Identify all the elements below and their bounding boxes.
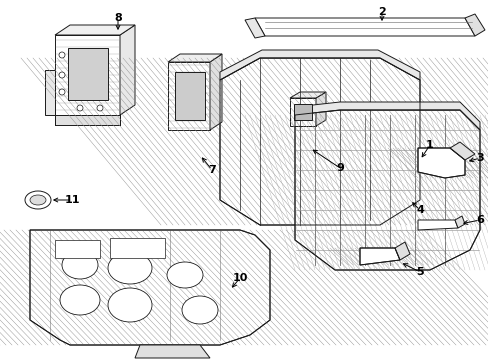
Polygon shape bbox=[417, 148, 464, 178]
Polygon shape bbox=[394, 242, 409, 260]
Polygon shape bbox=[464, 14, 484, 36]
Circle shape bbox=[59, 89, 65, 95]
Text: 2: 2 bbox=[377, 7, 385, 17]
Polygon shape bbox=[55, 25, 135, 35]
Text: 4: 4 bbox=[415, 205, 423, 215]
Polygon shape bbox=[220, 50, 419, 80]
Polygon shape bbox=[110, 238, 164, 258]
Polygon shape bbox=[55, 115, 120, 125]
Polygon shape bbox=[168, 54, 222, 62]
Polygon shape bbox=[220, 58, 419, 225]
Polygon shape bbox=[417, 220, 457, 230]
Polygon shape bbox=[135, 345, 209, 358]
Text: 6: 6 bbox=[475, 215, 483, 225]
Circle shape bbox=[97, 105, 103, 111]
Polygon shape bbox=[289, 92, 325, 98]
Polygon shape bbox=[120, 25, 135, 115]
Text: 5: 5 bbox=[415, 267, 423, 277]
Text: 7: 7 bbox=[208, 165, 215, 175]
Text: 10: 10 bbox=[232, 273, 247, 283]
Circle shape bbox=[77, 105, 83, 111]
Polygon shape bbox=[294, 102, 479, 130]
Polygon shape bbox=[168, 62, 209, 130]
Polygon shape bbox=[175, 72, 204, 120]
Polygon shape bbox=[55, 240, 100, 258]
Text: 8: 8 bbox=[114, 13, 122, 23]
Polygon shape bbox=[68, 48, 108, 100]
Polygon shape bbox=[294, 110, 479, 270]
Polygon shape bbox=[209, 54, 222, 130]
Text: 11: 11 bbox=[64, 195, 80, 205]
Text: 9: 9 bbox=[335, 163, 343, 173]
Ellipse shape bbox=[60, 285, 100, 315]
Ellipse shape bbox=[108, 288, 152, 322]
Ellipse shape bbox=[167, 262, 203, 288]
Polygon shape bbox=[454, 216, 464, 228]
Polygon shape bbox=[293, 104, 311, 120]
Text: 1: 1 bbox=[425, 140, 433, 150]
Circle shape bbox=[59, 72, 65, 78]
Ellipse shape bbox=[108, 252, 152, 284]
Ellipse shape bbox=[182, 296, 218, 324]
Polygon shape bbox=[244, 18, 264, 38]
Polygon shape bbox=[289, 98, 315, 126]
Polygon shape bbox=[30, 230, 269, 345]
Ellipse shape bbox=[62, 251, 98, 279]
Ellipse shape bbox=[25, 191, 51, 209]
Polygon shape bbox=[449, 142, 474, 160]
Polygon shape bbox=[55, 35, 120, 115]
Circle shape bbox=[59, 52, 65, 58]
Polygon shape bbox=[254, 18, 474, 36]
Text: 3: 3 bbox=[475, 153, 483, 163]
Polygon shape bbox=[45, 70, 55, 115]
Polygon shape bbox=[315, 92, 325, 126]
Ellipse shape bbox=[30, 195, 46, 205]
Polygon shape bbox=[359, 248, 399, 265]
